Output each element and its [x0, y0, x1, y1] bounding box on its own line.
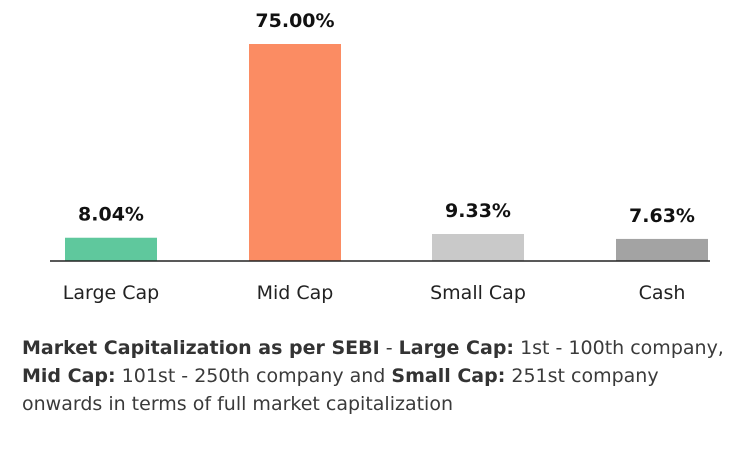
footnote-lead: Market Capitalization as per SEBI: [22, 337, 380, 359]
bar-large-cap: [65, 237, 157, 261]
bar-cash: [616, 238, 708, 261]
footnote-small-cap-text: 251st company onwards in terms of full m…: [22, 365, 659, 415]
value-label-small-cap: 9.33%: [445, 200, 511, 222]
footnote: Market Capitalization as per SEBI - Larg…: [22, 334, 734, 418]
category-label-cash: Cash: [639, 282, 686, 304]
bar-mid-cap: [249, 44, 341, 261]
footnote-small-cap-label: Small Cap:: [391, 365, 506, 387]
footnote-mid-cap-text: 101st - 250th company and: [115, 365, 392, 387]
value-label-cash: 7.63%: [629, 205, 695, 227]
category-label-small-cap: Small Cap: [430, 282, 526, 304]
footnote-separator: -: [379, 337, 399, 359]
bars-group: [65, 44, 708, 261]
category-label-mid-cap: Mid Cap: [257, 282, 334, 304]
value-label-mid-cap: 75.00%: [255, 10, 334, 32]
labels-group: 8.04% Large Cap 75.00% Mid Cap 9.33% Small Ca…: [63, 10, 695, 304]
footnote-large-cap-text: 1st - 100th company,: [514, 337, 724, 359]
category-label-large-cap: Large Cap: [63, 282, 159, 304]
value-label-large-cap: 8.04%: [78, 204, 144, 226]
footnote-large-cap-label: Large Cap:: [398, 337, 515, 359]
bar-small-cap: [432, 234, 524, 261]
footnote-mid-cap-label: Mid Cap:: [22, 365, 116, 387]
bar-chart: 8.04% Large Cap 75.00% Mid Cap 9.33% Small Ca…: [50, 10, 710, 304]
